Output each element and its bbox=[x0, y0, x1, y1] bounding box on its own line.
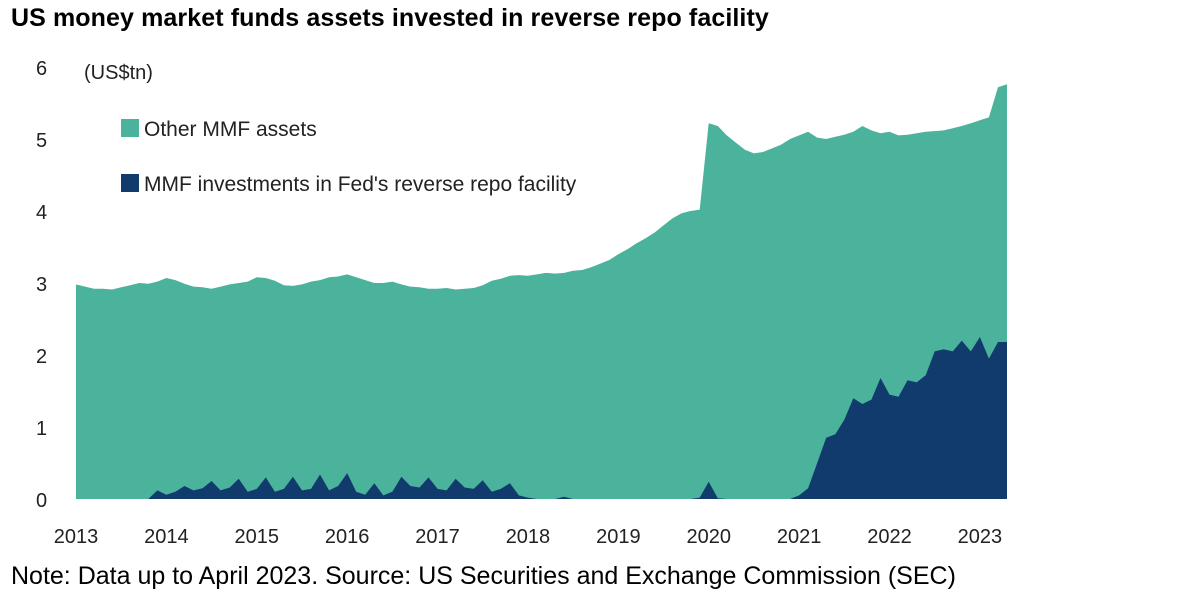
x-tick-label: 2013 bbox=[54, 526, 99, 548]
x-tick-label: 2018 bbox=[506, 526, 551, 548]
x-axis-ticks: 2013 2014 2015 2016 2017 2018 2019 2020 2021 2022… bbox=[54, 526, 1002, 548]
x-tick-label: 2020 bbox=[686, 526, 731, 548]
legend-item-reverse-repo-label: MMF investments in Fed's reverse repo fa… bbox=[144, 173, 577, 196]
y-tick-label: 6 bbox=[36, 58, 47, 80]
y-tick-label: 2 bbox=[36, 346, 47, 368]
series-area-reverse-repo bbox=[76, 337, 1007, 499]
y-tick-label: 3 bbox=[36, 274, 47, 296]
source-note: Note: Data up to April 2023. Source: US … bbox=[11, 562, 956, 590]
chart-title: US money market funds assets invested in… bbox=[11, 4, 769, 32]
x-tick-label: 2017 bbox=[415, 526, 460, 548]
y-tick-label: 4 bbox=[36, 202, 47, 224]
legend-item-other-mmf-assets-label: Other MMF assets bbox=[144, 118, 317, 141]
x-tick-label: 2015 bbox=[235, 526, 280, 548]
y-tick-label: 5 bbox=[36, 130, 47, 152]
y-axis-unit-label: (US$tn) bbox=[84, 62, 153, 84]
x-tick-label: 2021 bbox=[777, 526, 822, 548]
x-tick-label: 2019 bbox=[596, 526, 641, 548]
area-layer bbox=[76, 84, 1007, 500]
y-tick-label: 1 bbox=[36, 418, 47, 440]
x-tick-label: 2016 bbox=[325, 526, 370, 548]
legend-item-reverse-repo-swatch bbox=[121, 174, 139, 192]
legend-item-other-mmf-assets-swatch bbox=[121, 119, 139, 137]
x-tick-label: 2022 bbox=[867, 526, 912, 548]
y-tick-label: 0 bbox=[36, 490, 47, 512]
x-tick-label: 2014 bbox=[144, 526, 189, 548]
series-area-other-mmf-assets bbox=[76, 84, 1007, 500]
x-tick-label: 2023 bbox=[958, 526, 1003, 548]
legend: Other MMF assets MMF investments in Fed's… bbox=[121, 118, 577, 196]
y-axis-ticks: 0 1 2 3 4 5 6 bbox=[36, 58, 47, 512]
